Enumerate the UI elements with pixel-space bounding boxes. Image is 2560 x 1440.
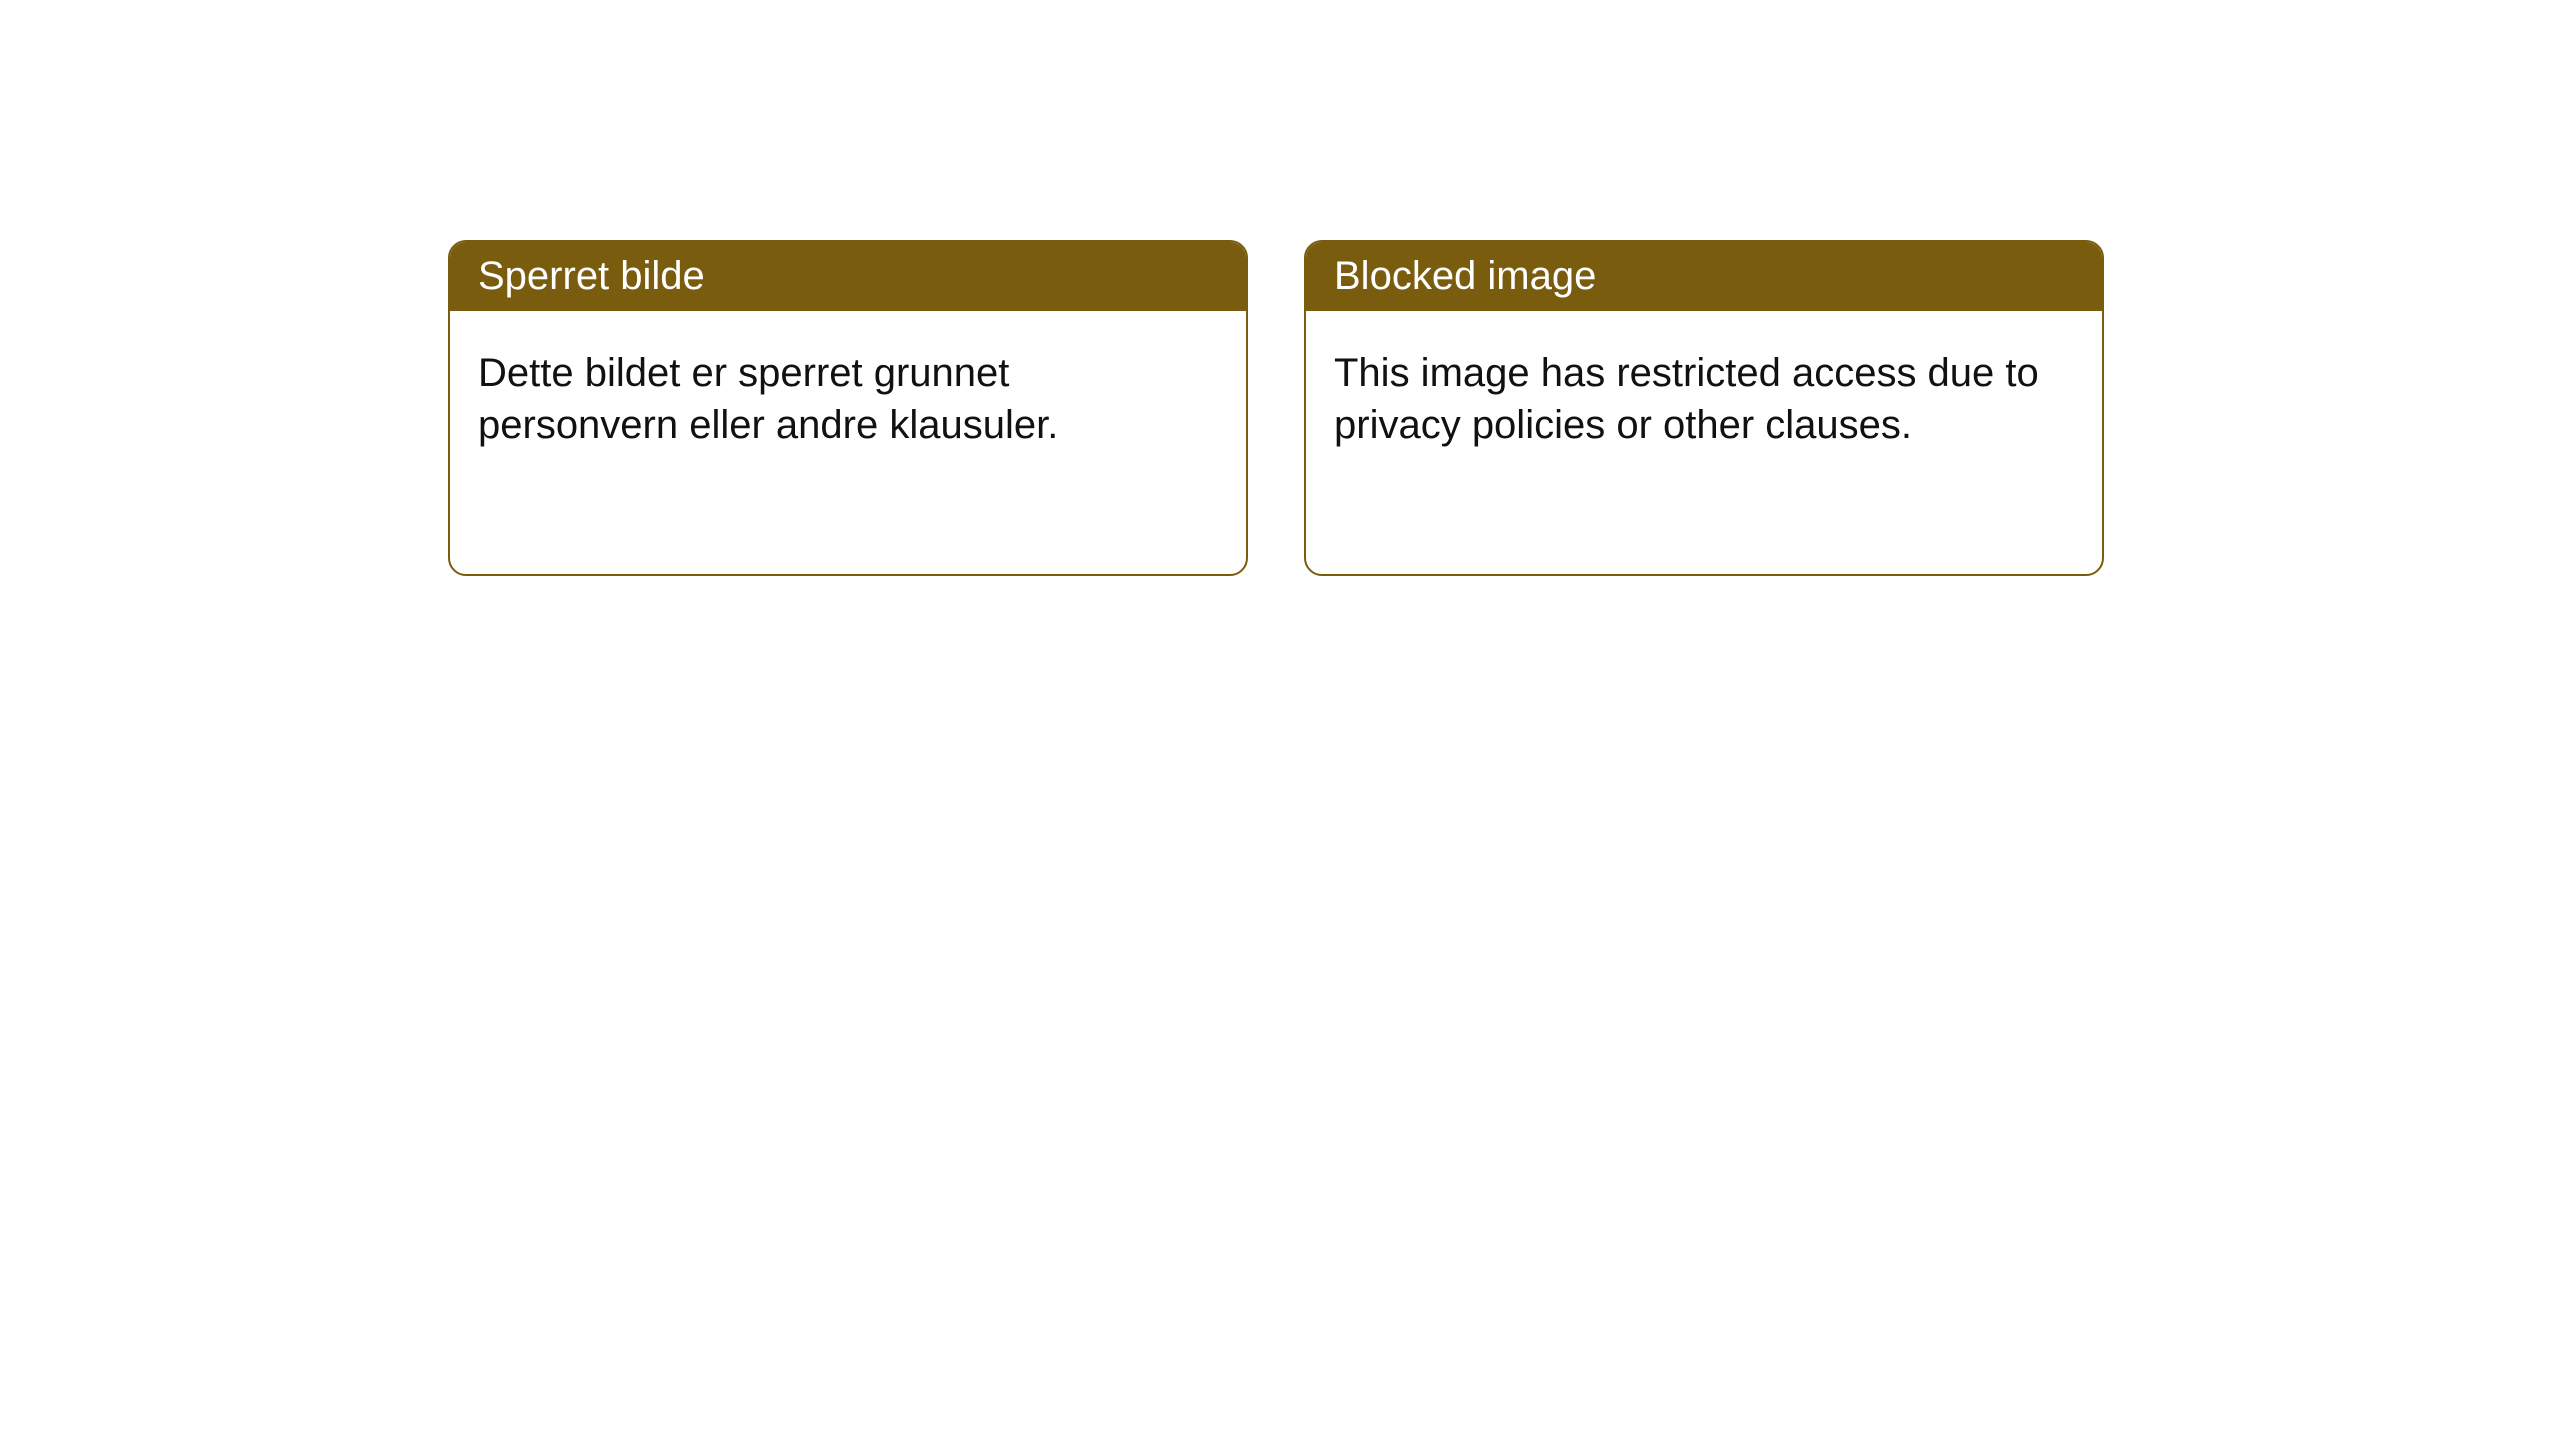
notice-container: Sperret bilde Dette bildet er sperret gr…: [0, 0, 2560, 576]
notice-title-english: Blocked image: [1306, 242, 2102, 311]
notice-body-norwegian: Dette bildet er sperret grunnet personve…: [450, 311, 1246, 487]
notice-title-norwegian: Sperret bilde: [450, 242, 1246, 311]
notice-body-english: This image has restricted access due to …: [1306, 311, 2102, 487]
notice-card-english: Blocked image This image has restricted …: [1304, 240, 2104, 576]
notice-card-norwegian: Sperret bilde Dette bildet er sperret gr…: [448, 240, 1248, 576]
